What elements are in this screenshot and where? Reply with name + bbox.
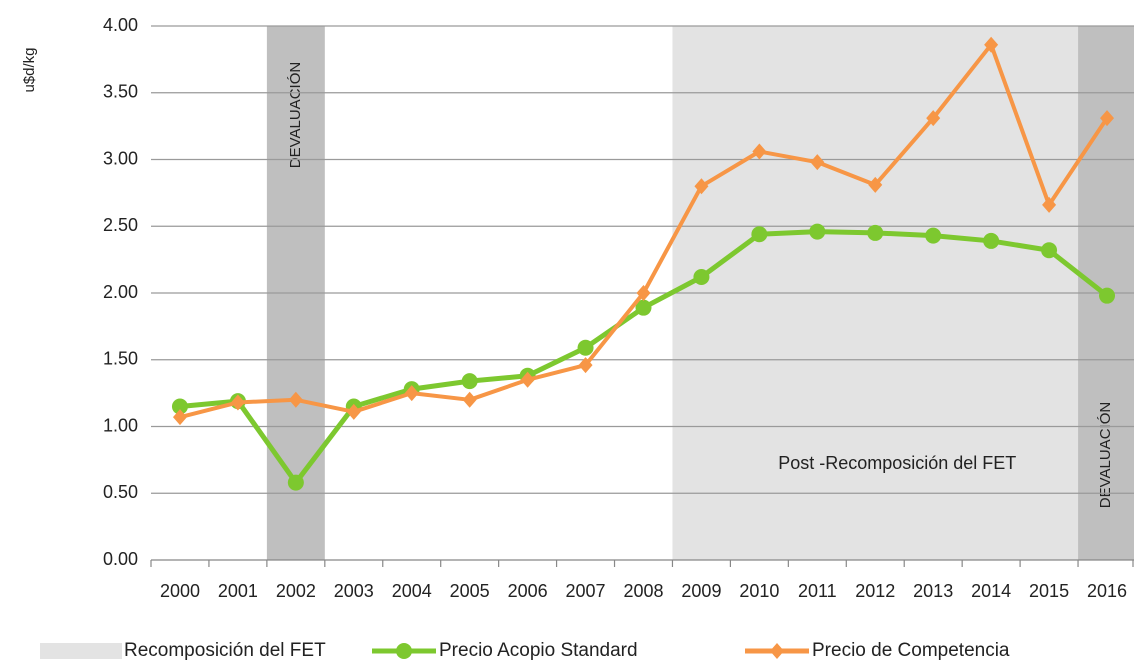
point [287,474,304,491]
y-tick-label: 2.50 [103,215,138,235]
point [1042,196,1057,213]
point [230,394,245,411]
point [172,409,187,426]
point [635,299,652,316]
x-tick-label: 2005 [450,581,490,601]
point [984,36,999,53]
region-label: DEVALUACIÓN [287,62,304,168]
legend-marker [770,643,784,659]
x-tick-label: 2001 [218,581,258,601]
y-tick-label: 4.00 [103,15,138,35]
x-tick-label: 2014 [971,581,1011,601]
point [694,178,709,195]
point [810,154,825,171]
y-axis-label: u$d/kg [21,47,38,92]
x-tick-label: 2000 [160,581,200,601]
point [288,391,303,408]
point [636,285,651,301]
point [171,398,188,415]
x-tick-label: 2016 [1087,581,1127,601]
y-tick-label: 0.00 [103,549,138,569]
y-tick-label: 3.50 [103,82,138,102]
point [578,357,593,374]
y-tick-label: 1.50 [103,349,138,369]
point [867,224,884,241]
legend-label: Recomposición del FET [124,640,326,661]
x-tick-label: 2009 [681,581,721,601]
point [461,373,478,390]
point [1100,110,1115,127]
x-tick-label: 2002 [276,581,316,601]
point [693,268,710,285]
point [520,371,535,388]
point [346,403,361,420]
y-tick-label: 3.00 [103,148,138,168]
y-tick-label: 2.00 [103,282,138,302]
point [983,232,1000,249]
point [1041,242,1058,259]
x-tick-label: 2008 [623,581,663,601]
x-tick-label: 2011 [798,581,837,601]
x-tick-label: 2012 [855,581,895,601]
x-tick-label: 2003 [334,581,374,601]
point [404,385,419,402]
x-tick-label: 2015 [1029,581,1069,601]
legend-marker [396,643,412,659]
y-tick-label: 1.00 [103,415,138,435]
legend-swatch [40,643,122,659]
x-tick-label: 2006 [508,581,548,601]
x-tick-label: 2013 [913,581,953,601]
y-tick-label: 0.50 [103,482,138,502]
point [809,223,826,240]
point [577,339,594,356]
x-tick-label: 2010 [739,581,779,601]
point [462,391,477,408]
legend-label: Precio de Competencia [812,640,1010,661]
point [926,110,941,127]
point [925,227,942,244]
x-tick-label: 2004 [392,581,432,601]
x-tick-label: 2007 [566,581,606,601]
legend-label: Precio Acopio Standard [439,640,638,661]
point [868,176,883,193]
region-label: DEVALUACIÓN [1097,402,1114,508]
point [752,143,767,160]
point [1099,287,1116,304]
point [751,226,768,243]
region-label: Post -Recomposición del FET [778,453,1016,473]
